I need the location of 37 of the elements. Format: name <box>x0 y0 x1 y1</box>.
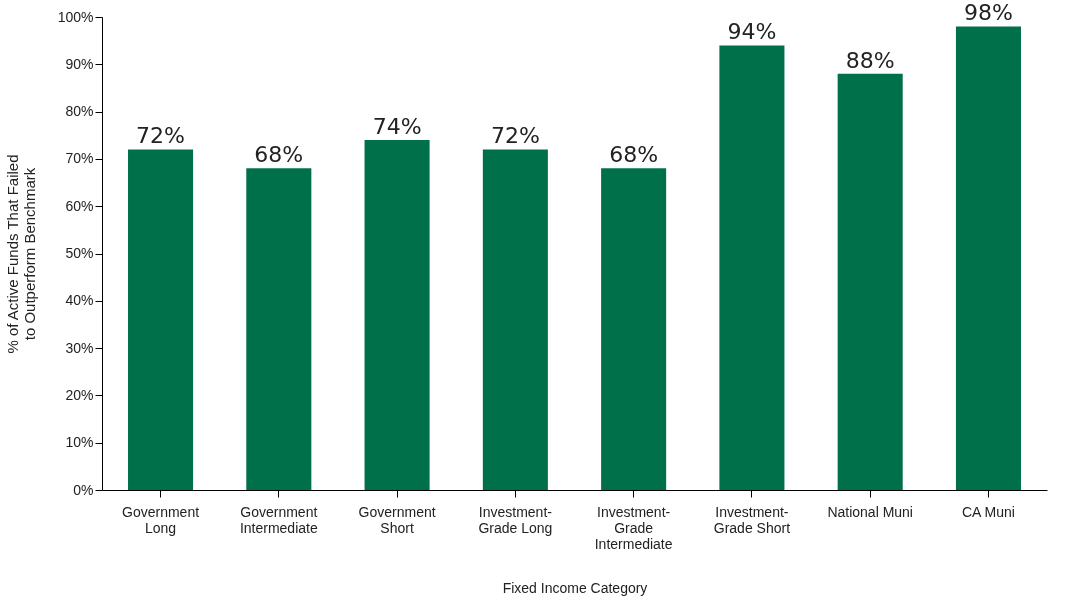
x-tick-label: CA Muni <box>961 503 1015 520</box>
bar <box>601 168 667 490</box>
y-axis-title: % of Active Funds That Failed to Outperform Benchmark <box>3 154 38 354</box>
x-tick-label: National Muni <box>827 503 913 520</box>
data-label: 88% <box>845 47 895 73</box>
y-tick-label: 30% <box>65 339 94 356</box>
x-tick-label: Investment- Grade Intermediate <box>594 503 673 552</box>
y-tick-label: 90% <box>65 55 94 72</box>
bar <box>246 168 312 490</box>
data-label: 72% <box>490 123 540 149</box>
bar <box>482 149 548 490</box>
data-label: 94% <box>727 19 777 45</box>
bar <box>364 139 430 490</box>
y-tick-label: 0% <box>73 481 94 498</box>
x-tick-label: Investment- Grade Long <box>478 503 553 536</box>
data-label: 98% <box>964 0 1013 26</box>
data-label: 68% <box>254 142 304 168</box>
y-tick-label: 70% <box>65 150 94 167</box>
y-tick-label: 40% <box>65 292 94 309</box>
y-tick-label: 20% <box>65 386 94 403</box>
x-tick-label: Government Short <box>358 503 436 536</box>
y-tick-label: 80% <box>65 103 94 120</box>
bar <box>837 73 903 490</box>
bar <box>128 149 194 490</box>
y-tick-label: 60% <box>65 197 94 214</box>
bar <box>719 45 785 490</box>
y-tick-label: 100% <box>57 8 94 25</box>
y-tick-label: 10% <box>65 434 94 451</box>
x-axis-title: Fixed Income Category <box>502 579 648 596</box>
y-tick-label: 50% <box>65 245 94 261</box>
data-label: 72% <box>136 123 185 149</box>
data-label: 68% <box>609 142 659 168</box>
data-label: 74% <box>372 113 422 139</box>
x-tick-label: Government Long <box>122 503 200 536</box>
bar <box>955 26 1021 490</box>
x-tick-label: Government Intermediate <box>239 503 318 536</box>
x-tick-label: Investment- Grade Short <box>713 503 791 536</box>
